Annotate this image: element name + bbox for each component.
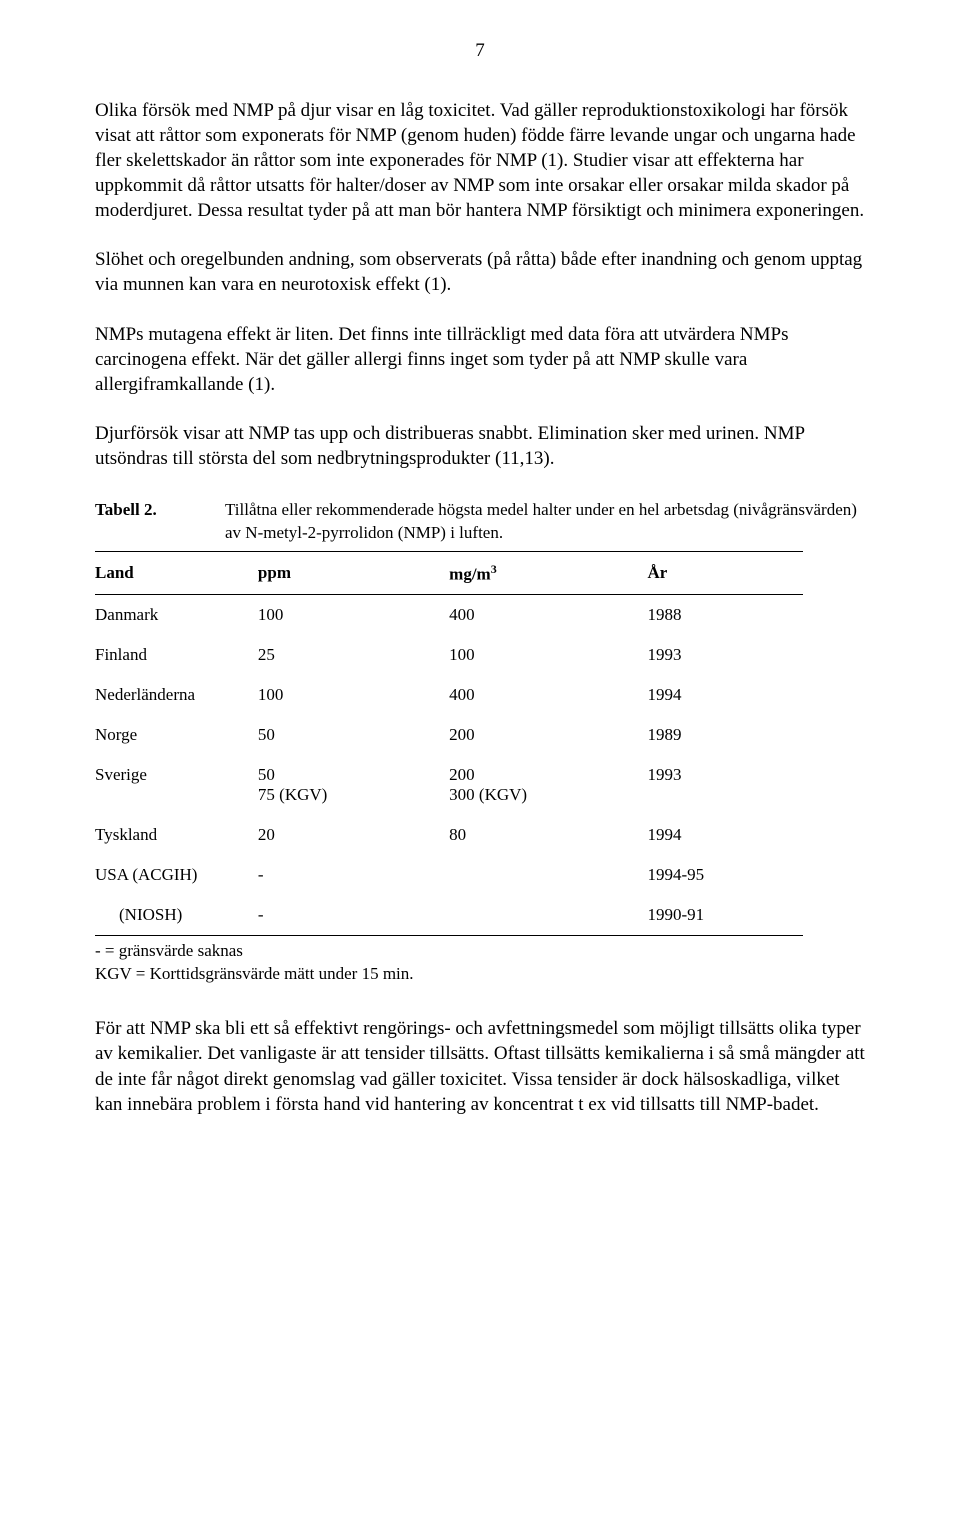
table-label: Tabell 2. (95, 499, 225, 545)
paragraph-5: För att NMP ska bli ett så effektivt ren… (95, 1016, 865, 1116)
footnote-1: - = gränsvärde saknas (95, 940, 865, 963)
cell-ppm: 100 (258, 675, 449, 715)
th-mg: mg/m3 (449, 551, 647, 595)
table-row: Danmark1004001988 (95, 595, 803, 636)
cell-land: Danmark (95, 595, 258, 636)
cell-ppm: 25 (258, 635, 449, 675)
cell-year: 1989 (648, 715, 804, 755)
cell-year: 1993 (648, 755, 804, 815)
table-row: USA (ACGIH)- 1994-95 (95, 855, 803, 895)
table-caption-text: Tillåtna eller rekommenderade högsta med… (225, 499, 865, 545)
cell-mg (449, 855, 647, 895)
table-row: Norge502001989 (95, 715, 803, 755)
cell-year: 1994 (648, 675, 804, 715)
table-footnotes: - = gränsvärde saknas KGV = Korttidsgrän… (95, 940, 865, 986)
th-year: År (648, 551, 804, 595)
footnote-2: KGV = Korttidsgränsvärde mätt under 15 m… (95, 963, 865, 986)
th-land: Land (95, 551, 258, 595)
th-mg-prefix: mg/m (449, 564, 491, 583)
cell-land: Sverige (95, 755, 258, 815)
table-header-row: Land ppm mg/m3 År (95, 551, 803, 595)
cell-mg: 200 (449, 715, 647, 755)
cell-ppm: - (258, 895, 449, 936)
page-number: 7 (95, 40, 865, 62)
cell-year: 1993 (648, 635, 804, 675)
cell-ppm: 100 (258, 595, 449, 636)
cell-land: Norge (95, 715, 258, 755)
table-row: Tyskland20801994 (95, 815, 803, 855)
cell-mg: 200300 (KGV) (449, 755, 647, 815)
cell-mg: 100 (449, 635, 647, 675)
cell-mg: 400 (449, 595, 647, 636)
cell-land: Finland (95, 635, 258, 675)
table-caption: Tabell 2. Tillåtna eller rekommenderade … (95, 499, 865, 545)
cell-year: 1988 (648, 595, 804, 636)
cell-ppm: 20 (258, 815, 449, 855)
table-row: Nederländerna1004001994 (95, 675, 803, 715)
table-row: Sverige5075 (KGV)200300 (KGV)1993 (95, 755, 803, 815)
cell-land: USA (ACGIH) (95, 855, 258, 895)
cell-land: Tyskland (95, 815, 258, 855)
cell-ppm: 5075 (KGV) (258, 755, 449, 815)
table-2: Tabell 2. Tillåtna eller rekommenderade … (95, 499, 865, 986)
paragraph-1: Olika försök med NMP på djur visar en lå… (95, 98, 865, 223)
cell-year: 1994 (648, 815, 804, 855)
th-mg-sup: 3 (491, 562, 497, 576)
limits-table: Land ppm mg/m3 År Danmark1004001988Finla… (95, 551, 803, 937)
table-row: Finland251001993 (95, 635, 803, 675)
cell-land: (NIOSH) (95, 895, 258, 936)
cell-land: Nederländerna (95, 675, 258, 715)
table-body: Danmark1004001988Finland251001993Nederlä… (95, 595, 803, 936)
cell-mg (449, 895, 647, 936)
cell-year: 1994-95 (648, 855, 804, 895)
table-row: (NIOSH)- 1990-91 (95, 895, 803, 936)
cell-ppm: 50 (258, 715, 449, 755)
cell-ppm: - (258, 855, 449, 895)
th-ppm: ppm (258, 551, 449, 595)
page: 7 Olika försök med NMP på djur visar en … (0, 0, 960, 1513)
paragraph-3: NMPs mutagena effekt är liten. Det finns… (95, 322, 865, 397)
cell-mg: 80 (449, 815, 647, 855)
cell-year: 1990-91 (648, 895, 804, 936)
paragraph-2: Slöhet och oregelbunden andning, som obs… (95, 247, 865, 297)
cell-mg: 400 (449, 675, 647, 715)
paragraph-4: Djurförsök visar att NMP tas upp och dis… (95, 421, 865, 471)
